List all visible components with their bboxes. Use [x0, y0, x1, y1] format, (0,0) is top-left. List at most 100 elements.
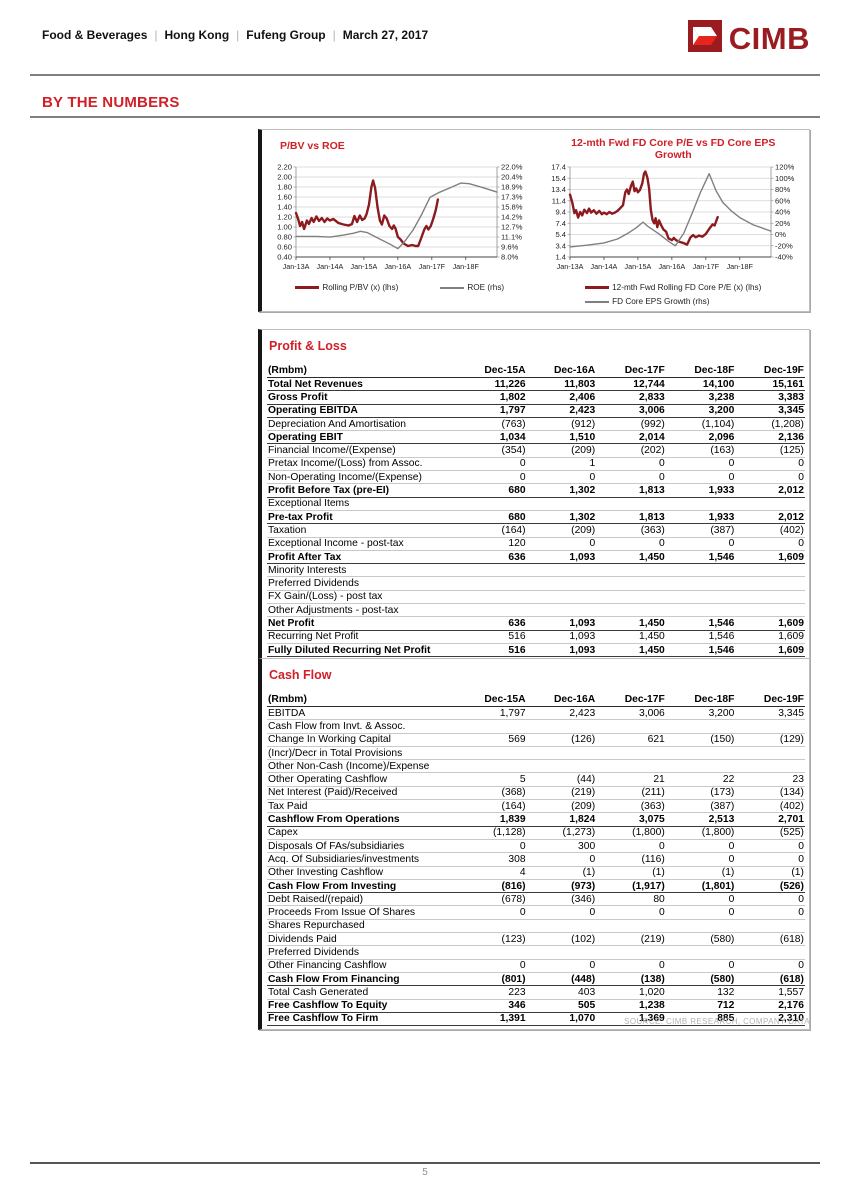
cell-value: (1,208)	[771, 418, 804, 430]
legend-item: Rolling P/BV (x) (lhs)	[295, 283, 398, 292]
right-axis-label: 40%	[775, 208, 790, 217]
cell-value: 22	[722, 774, 735, 786]
cell-value: 0	[728, 471, 735, 483]
cell-value: 21	[653, 774, 665, 786]
breadcrumb-item: March 27, 2017	[342, 28, 429, 42]
row-label: Total Cash Generated	[268, 986, 369, 998]
cell-value: 1,302	[569, 511, 596, 523]
row-label: Operating EBITDA	[268, 405, 358, 417]
legend-item: 12-mth Fwd Rolling FD Core P/E (x) (lhs)	[585, 283, 761, 292]
cell-value: (1,800)	[632, 827, 665, 839]
cell-value: 0	[798, 960, 804, 972]
table-row: (Incr)/Decr in Total Provisions	[267, 747, 805, 761]
cell-value: 2,406	[569, 391, 596, 403]
cell-value: (363)	[640, 800, 665, 812]
table-row: Minority Interests	[267, 564, 805, 578]
column-header: Dec-16A	[553, 364, 596, 376]
table-row: Taxation (164) (209) (363) (387) (402)	[267, 524, 805, 538]
cell-value: 1,546	[708, 551, 735, 563]
cell-value: 2,701	[778, 814, 804, 826]
cell-value: (801)	[501, 973, 526, 985]
row-label: Free Cashflow To Firm	[268, 1013, 379, 1025]
cimb-logo-text: CIMB	[728, 20, 810, 56]
cell-value: 636	[508, 617, 526, 629]
cell-value: 3,238	[708, 391, 735, 403]
cell-value: 300	[578, 840, 596, 852]
cell-value: 3,200	[708, 707, 735, 719]
cell-value: 3,200	[708, 405, 735, 417]
cell-value: 1,093	[569, 644, 596, 656]
table-row: Total Cash Generated 223 403 1,020 132 1,557	[267, 986, 805, 1000]
column-header: Dec-19F	[763, 693, 804, 705]
cell-value: (678)	[501, 893, 526, 905]
breadcrumb-separator: |	[236, 28, 240, 42]
left-axis-label: 1.20	[277, 213, 292, 222]
cell-value: 1,546	[708, 617, 735, 629]
row-label: Recurring Net Profit	[268, 631, 359, 643]
cell-value: 1,933	[708, 511, 735, 523]
column-header: Dec-18F	[694, 364, 735, 376]
cell-value: 1,797	[499, 405, 526, 417]
left-axis-label: 1.60	[277, 193, 292, 202]
cell-value: 1,093	[569, 631, 596, 643]
cell-value: 1,609	[778, 644, 804, 656]
cell-value: (816)	[501, 880, 526, 892]
cell-value: 0	[659, 907, 665, 919]
cell-value: 0	[659, 471, 665, 483]
cell-value: (387)	[710, 800, 735, 812]
left-axis-label: 2.00	[277, 173, 292, 182]
table-row: Acq. Of Subsidiaries/investments 308 0 (116…	[267, 853, 805, 867]
cell-value: 1,609	[778, 631, 804, 643]
row-label: Depreciation And Amortisation	[268, 418, 406, 430]
row-label: Profit Before Tax (pre-EI)	[268, 485, 390, 497]
right-axis-label: 60%	[775, 196, 790, 205]
cimb-logo-icon	[687, 20, 722, 57]
series-line	[295, 182, 498, 250]
charts-section: P/BV vs ROE 2.20 2.00 1.80 1.60 1.40 1.20 1.00…	[258, 129, 810, 312]
pe-eps-plot: 17.4 15.4 13.4 11.4 9.4 7.4 5.4 3.4 1.4 120% 100% 8…	[551, 163, 795, 271]
row-label: Exceptional Income - post-tax	[268, 538, 404, 550]
table-row: Other Operating Cashflow 5 (44) 21 22 23	[267, 773, 805, 787]
column-header: Dec-16A	[553, 693, 596, 705]
table-row: Net Profit 636 1,093 1,450 1,546 1,609	[267, 617, 805, 631]
cimb-logo: CIMB	[687, 20, 810, 57]
right-axis-label: -40%	[775, 253, 793, 262]
left-axis-label: 3.4	[555, 241, 566, 250]
cell-value: 516	[508, 631, 526, 643]
section-title: Profit & Loss	[269, 339, 347, 353]
cell-value: 0	[659, 960, 665, 972]
right-axis-label: 120%	[775, 163, 795, 172]
column-header: Dec-19F	[763, 364, 804, 376]
cell-value: (618)	[779, 973, 804, 985]
cell-value: 0	[798, 893, 804, 905]
row-label: Acq. Of Subsidiaries/investments	[268, 853, 420, 865]
row-label: Pretax Income/(Loss) from Assoc.	[268, 458, 423, 470]
cell-value: 1,070	[569, 1013, 596, 1025]
cell-value: 11,226	[494, 378, 526, 390]
table-row: Total Net Revenues 11,226 11,803 12,744 14,1…	[267, 378, 805, 392]
cash-flow-table: (Rmbm) Dec-15A Dec-16A Dec-17F Dec-18F Dec-19…	[267, 692, 805, 1027]
cell-value: (354)	[501, 445, 526, 457]
cell-value: (402)	[779, 524, 804, 536]
table-row: Cash Flow From Financing (801) (448) (138) (…	[267, 973, 805, 987]
table-row: Exceptional Items	[267, 498, 805, 511]
row-label: Debt Raised/(repaid)	[268, 893, 364, 905]
left-axis-label: 17.4	[551, 163, 566, 172]
source-note: SOURCE: CIMB RESEARCH, COMPANY DATA	[624, 1017, 810, 1026]
column-header: Dec-17F	[624, 693, 665, 705]
page-number: 5	[422, 1167, 428, 1178]
cell-value: (363)	[640, 524, 665, 536]
cell-value: 308	[508, 853, 526, 865]
cell-value: (1,917)	[632, 880, 665, 892]
cell-value: (173)	[710, 787, 735, 799]
cell-value: 3,006	[639, 405, 665, 417]
cell-value: (1,800)	[701, 827, 735, 839]
cell-value: 1,391	[499, 1013, 526, 1025]
row-label: Disposals Of FAs/subsidiaries	[268, 840, 405, 852]
cell-value: 12,744	[633, 378, 665, 390]
right-axis-label: 15.8%	[501, 203, 523, 212]
cell-value: 0	[728, 960, 735, 972]
section-title: Cash Flow	[269, 668, 332, 682]
cell-value: 0	[519, 840, 526, 852]
row-label: Capex	[268, 827, 298, 839]
